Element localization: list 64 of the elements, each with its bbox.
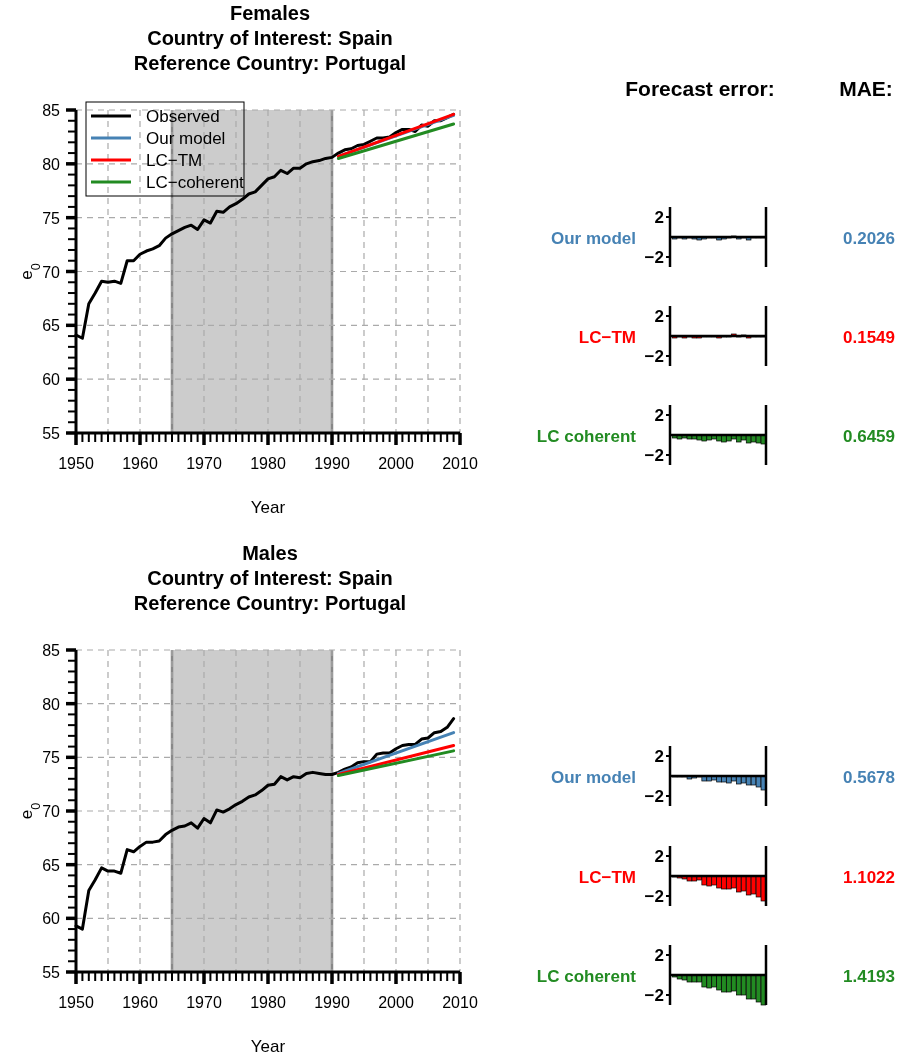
y-tick-label: 55 [42, 964, 61, 981]
x-tick-label: 1980 [250, 994, 286, 1011]
text: 0.6459 [843, 427, 895, 446]
text: MAE: [839, 77, 893, 100]
y-tick-label: −2 [644, 248, 664, 267]
legend-label: LC−TM [146, 151, 203, 170]
text: LC coherent [536, 427, 637, 446]
text: 0.1549 [843, 328, 895, 347]
y-tick-label: 80 [42, 155, 61, 173]
x-tick-label: 1980 [250, 455, 286, 472]
chart-subtitle: Country of Interest: Spain Reference Country: Portugal [133, 27, 407, 74]
y-tick-label: 85 [42, 102, 61, 119]
y-tick-label: 70 [42, 263, 61, 281]
text: 0.5678 [843, 768, 895, 787]
y-tick-label: 2 [654, 747, 664, 766]
chart-title: Females [229, 2, 311, 24]
chart-subtitle: Country of Interest: Spain Reference Country: Portugal [133, 567, 407, 614]
text: 1.1022 [843, 868, 895, 887]
x-axis-title: Year [250, 1037, 286, 1054]
y-tick-label: −2 [644, 787, 664, 806]
chart-title: Males [242, 542, 298, 564]
text: Our model [550, 768, 636, 787]
x-tick-label: 2010 [442, 455, 478, 472]
x-tick-label: 2000 [378, 455, 414, 472]
x-tick-label: 1990 [314, 994, 350, 1011]
text: Our model [550, 229, 636, 248]
x-axis-title: Year [250, 498, 286, 517]
x-tick-label: 1990 [314, 455, 350, 472]
y-tick-label: −2 [644, 986, 664, 1005]
y-tick-label: 70 [42, 803, 61, 820]
legend-label: LC−coherent [146, 173, 245, 192]
text: LC−TM [578, 328, 636, 347]
text: 1.4193 [843, 967, 895, 986]
y-tick-label: 65 [42, 856, 61, 874]
y-tick-label: 55 [42, 425, 61, 442]
y-tick-label: 2 [654, 946, 664, 965]
y-tick-label: 2 [654, 307, 664, 326]
text: LC−TM [578, 868, 636, 887]
x-tick-label: 1950 [58, 994, 94, 1011]
y-tick-label: 2 [654, 406, 664, 425]
legend-label: Observed [146, 107, 220, 126]
y-tick-label: 65 [42, 317, 61, 335]
y-tick-label: −2 [644, 446, 664, 465]
text: LC coherent [536, 967, 637, 986]
x-tick-label: 1960 [122, 455, 158, 472]
y-tick-label: 2 [654, 847, 664, 866]
y-tick-label: 80 [42, 695, 61, 713]
y-tick-label: 75 [42, 209, 61, 227]
y-tick-label: −2 [644, 347, 664, 366]
y-tick-label: 75 [42, 749, 61, 767]
y-tick-label: 2 [654, 208, 664, 227]
x-tick-label: 1970 [186, 455, 222, 472]
y-tick-label: 60 [42, 371, 61, 389]
x-tick-label: 2010 [442, 994, 478, 1011]
x-tick-label: 1960 [122, 994, 158, 1011]
text: 0.2026 [843, 229, 895, 248]
y-tick-label: −2 [644, 887, 664, 906]
legend-label: Our model [146, 129, 226, 148]
text: Forecast error: [625, 77, 775, 100]
y-tick-label: 60 [42, 910, 61, 928]
y-tick-label: 85 [42, 642, 61, 659]
x-tick-label: 1950 [58, 455, 94, 472]
x-tick-label: 2000 [378, 994, 414, 1011]
x-tick-label: 1970 [186, 994, 222, 1011]
